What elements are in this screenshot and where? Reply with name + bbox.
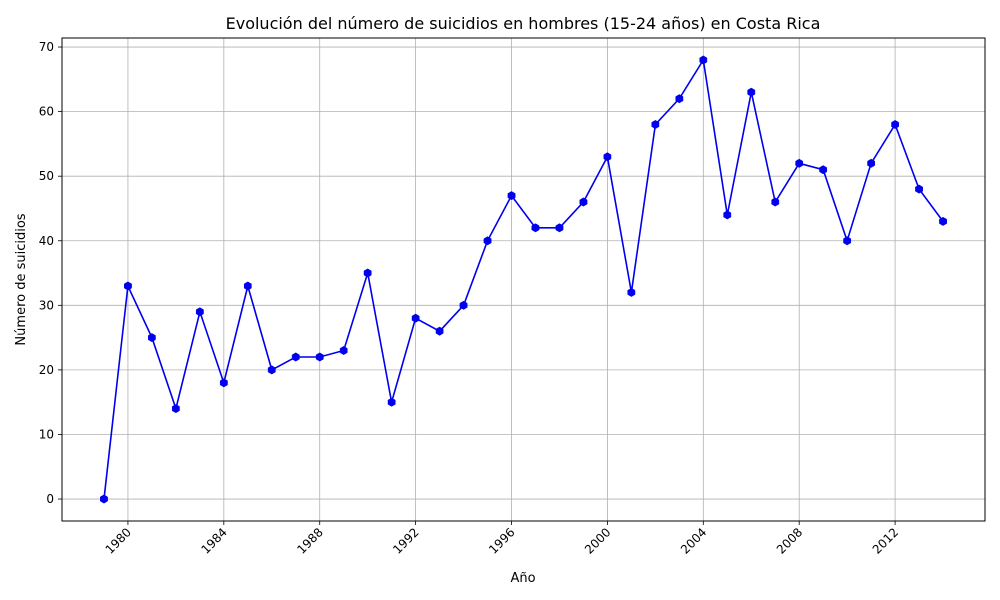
data-point (771, 197, 780, 207)
plot-area-frame (61, 37, 986, 522)
data-point (195, 307, 204, 317)
data-point (243, 281, 252, 291)
y-tick-label: 40 (39, 234, 54, 248)
data-point (651, 120, 660, 129)
series-line (103, 57, 944, 500)
data-point (459, 300, 468, 310)
data-point (891, 120, 899, 129)
data-point (267, 365, 276, 375)
data-point (387, 397, 396, 407)
data-point (124, 281, 132, 291)
data-point (723, 210, 732, 220)
data-point (627, 287, 636, 297)
data-point (867, 158, 876, 168)
data-point (603, 152, 612, 162)
x-tick-label: 2004 (678, 525, 709, 556)
y-axis: 0 10 20 30 40 50 60 70 (39, 40, 62, 506)
data-point (435, 326, 444, 336)
data-point (507, 191, 516, 201)
x-tick-label: 1996 (486, 525, 517, 556)
x-tick-label: 1984 (198, 525, 229, 556)
y-tick-label: 10 (39, 427, 54, 441)
data-point (675, 94, 684, 104)
x-tick-label: 1988 (294, 525, 325, 556)
y-tick-label: 70 (39, 40, 54, 54)
x-tick-label: 1992 (390, 525, 421, 556)
data-point (483, 236, 492, 246)
data-point (291, 352, 300, 362)
y-tick-label: 0 (46, 492, 54, 506)
y-tick-label: 30 (39, 298, 54, 312)
data-point (363, 268, 372, 278)
data-point (148, 333, 156, 343)
data-point (915, 184, 923, 194)
data-point (579, 197, 588, 207)
x-tick-label: 1980 (103, 525, 134, 556)
chart-title: Evolución del número de suicidios en hom… (226, 14, 821, 33)
data-point (819, 165, 828, 175)
data-point (315, 352, 324, 362)
data-point (747, 87, 756, 97)
data-point (531, 223, 540, 233)
data-point (219, 378, 228, 388)
x-axis: 1980 1984 1988 1992 1996 2000 2004 2008 2012 (103, 521, 901, 557)
grid (62, 38, 985, 521)
data-point (699, 55, 708, 65)
x-tick-label: 2000 (582, 525, 613, 556)
y-tick-label: 20 (39, 363, 54, 377)
y-tick-label: 50 (39, 169, 54, 183)
data-point (843, 236, 852, 246)
x-tick-label: 2012 (870, 525, 901, 556)
data-point (100, 494, 108, 504)
data-point (339, 346, 348, 355)
data-point (555, 223, 564, 233)
data-point (795, 158, 804, 168)
data-point (411, 313, 420, 323)
y-axis-label: Número de suicidios (14, 213, 29, 345)
data-points (100, 55, 947, 504)
data-point (171, 404, 180, 414)
y-tick-label: 60 (39, 105, 54, 119)
x-axis-label: Año (510, 571, 535, 586)
data-point (939, 216, 947, 226)
x-tick-label: 2008 (774, 525, 805, 556)
